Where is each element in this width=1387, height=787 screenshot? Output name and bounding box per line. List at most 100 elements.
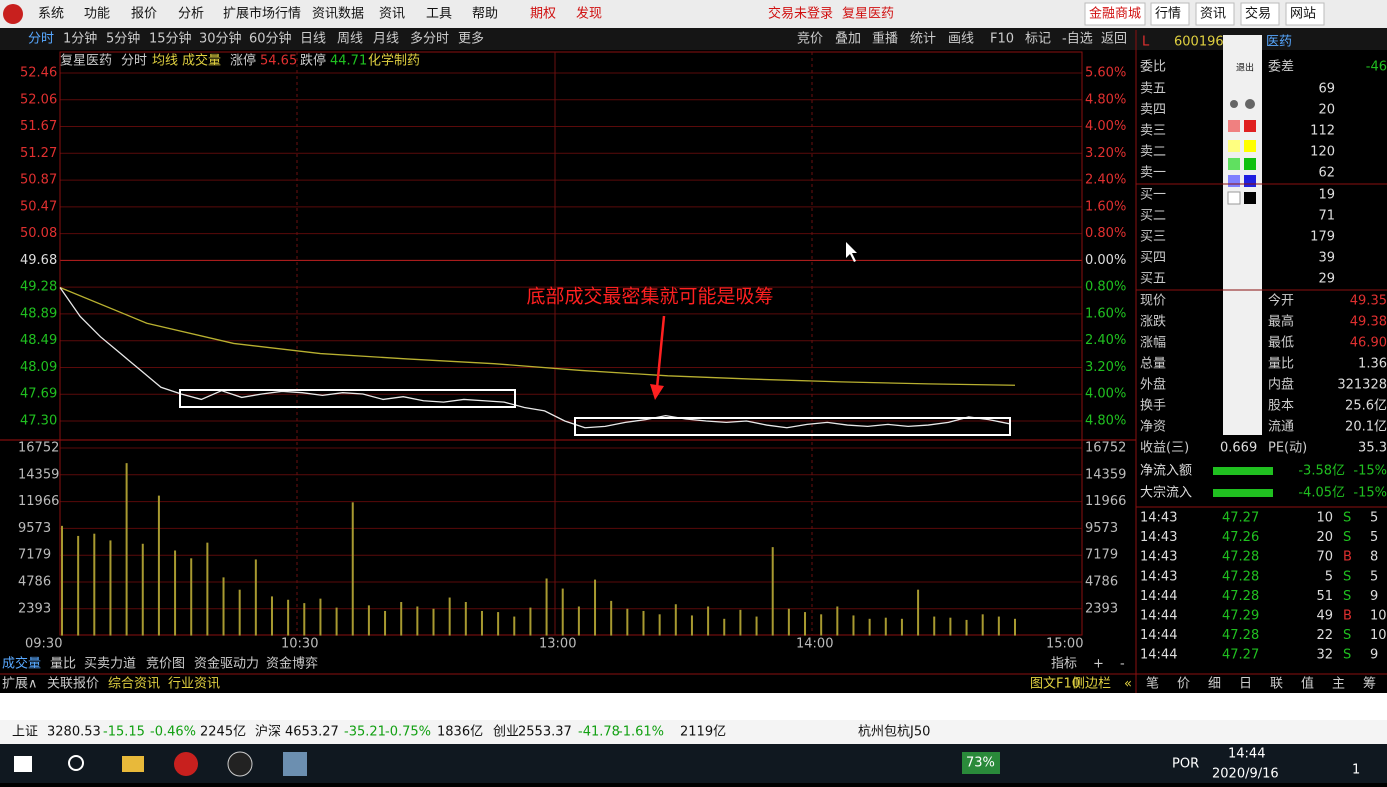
volume-bar bbox=[723, 618, 726, 636]
period-tab[interactable]: 分时 bbox=[28, 32, 54, 47]
period-tab[interactable]: 30分钟 bbox=[199, 31, 242, 47]
suffix: 医药 bbox=[1266, 35, 1292, 50]
info-tab[interactable]: 扩展∧ bbox=[2, 677, 38, 692]
menu-item[interactable]: 报价 bbox=[131, 7, 157, 22]
period-tab[interactable]: 多分时 bbox=[410, 31, 449, 47]
info-tab[interactable]: 关联报价 bbox=[47, 677, 99, 692]
menu-button[interactable]: 金融商城 bbox=[1089, 6, 1141, 22]
tick-price: 47.28 bbox=[1222, 550, 1259, 565]
side-tab[interactable]: « bbox=[1124, 677, 1132, 692]
stat-label: 外盘 bbox=[1140, 377, 1166, 393]
menu-item[interactable]: 分析 bbox=[178, 7, 204, 22]
tool-button[interactable]: 返回 bbox=[1101, 32, 1127, 47]
pct-tick: 0.80% bbox=[1085, 226, 1126, 241]
volume-bar bbox=[820, 614, 823, 636]
index-field: 2553.37 bbox=[518, 725, 572, 740]
volume-bar bbox=[416, 606, 419, 636]
menu-button[interactable]: 资讯 bbox=[1200, 7, 1226, 22]
bottom-tab[interactable]: 成交量 bbox=[2, 656, 41, 672]
volume-tick-right: 14359 bbox=[1085, 467, 1126, 482]
volume-bar bbox=[949, 617, 952, 636]
stat-label: 现价 bbox=[1140, 294, 1166, 309]
bottom-tool[interactable]: 指标 bbox=[1051, 657, 1077, 672]
menu-item[interactable]: 系统 bbox=[38, 7, 64, 22]
tool-button[interactable]: 画线 bbox=[948, 32, 974, 47]
menu-item[interactable]: 工具 bbox=[426, 7, 452, 22]
volume-bar bbox=[917, 589, 920, 636]
period-tab[interactable]: 60分钟 bbox=[249, 31, 292, 47]
tick-side: B bbox=[1343, 550, 1352, 565]
panel-tab[interactable]: 主 bbox=[1332, 677, 1345, 692]
tick-time: 14:44 bbox=[1140, 609, 1177, 624]
period-tab[interactable]: 更多 bbox=[458, 31, 484, 47]
volume-tick: 2393 bbox=[18, 601, 51, 616]
tool-button[interactable]: -自选 bbox=[1062, 32, 1093, 47]
weibi: 委比 bbox=[1140, 60, 1166, 75]
period-tab[interactable]: 5分钟 bbox=[106, 31, 140, 47]
volume-bar bbox=[577, 606, 580, 636]
menu-button[interactable]: 行情 bbox=[1155, 7, 1181, 22]
tool-button[interactable]: 叠加 bbox=[835, 32, 861, 47]
period-tab[interactable]: 月线 bbox=[373, 32, 399, 47]
panel-tab[interactable]: 细 bbox=[1208, 677, 1221, 692]
menu-button[interactable]: 交易 bbox=[1245, 6, 1271, 22]
login-status: 交易未登录 bbox=[768, 6, 833, 22]
period-tab[interactable]: 1分钟 bbox=[63, 31, 97, 47]
panel-tab[interactable]: 笔 bbox=[1146, 676, 1159, 692]
volume-tick: 16752 bbox=[18, 441, 59, 456]
panel-tab[interactable]: 筹 bbox=[1363, 676, 1376, 692]
menu-item[interactable]: 扩展市场行情 bbox=[223, 6, 301, 22]
info-tab[interactable]: 行业资讯 bbox=[168, 677, 220, 692]
volume-bar bbox=[61, 525, 63, 636]
price-tick: 47.30 bbox=[20, 414, 57, 429]
bottom-tool[interactable]: - bbox=[1120, 657, 1125, 672]
volume-bar bbox=[642, 610, 645, 636]
volume-bar bbox=[965, 619, 968, 636]
side-tab[interactable]: 侧边栏 bbox=[1072, 677, 1111, 692]
stat-label: 换手 bbox=[1140, 399, 1166, 414]
notification-badge: 1 bbox=[1352, 763, 1360, 778]
volume-tick-right: 16752 bbox=[1085, 441, 1126, 456]
time-label: 13:00 bbox=[539, 637, 576, 652]
menu-item[interactable]: 帮助 bbox=[472, 7, 498, 22]
period-tab[interactable]: 日线 bbox=[300, 32, 326, 47]
volume-bar bbox=[93, 533, 96, 636]
panel-tab[interactable]: 联 bbox=[1270, 677, 1283, 692]
bottom-tab[interactable]: 买卖力道 bbox=[84, 657, 136, 672]
tick-price: 47.27 bbox=[1222, 511, 1259, 526]
tool-button[interactable]: 竞价 bbox=[797, 31, 823, 47]
menu-button[interactable]: 网站 bbox=[1290, 7, 1316, 22]
tool-button[interactable]: 标记 bbox=[1025, 32, 1051, 47]
period-tab[interactable]: 周线 bbox=[337, 32, 363, 47]
tool-button[interactable]: 统计 bbox=[910, 32, 936, 47]
volume-bar bbox=[884, 617, 887, 636]
menu-special[interactable]: 发现 bbox=[576, 6, 602, 22]
menu-item[interactable]: 功能 bbox=[84, 7, 110, 22]
pct-tick: 1.60% bbox=[1085, 199, 1126, 214]
tool-button[interactable]: 重播 bbox=[872, 31, 898, 47]
flow-value: -4.05亿 bbox=[1298, 486, 1345, 501]
bottom-tab[interactable]: 量比 bbox=[50, 657, 76, 672]
period-tab[interactable]: 15分钟 bbox=[149, 31, 192, 47]
side-tab[interactable]: 图文F10 bbox=[1030, 677, 1080, 692]
panel-tab[interactable]: 日 bbox=[1239, 677, 1252, 692]
menu-special[interactable]: 期权 bbox=[530, 6, 556, 22]
bottom-tab[interactable]: 资金驱动力 bbox=[194, 656, 259, 672]
panel-tab[interactable]: 价 bbox=[1177, 677, 1190, 692]
bottom-tab[interactable]: 资金博弈 bbox=[266, 656, 318, 672]
volume-bar bbox=[1014, 618, 1016, 636]
info-tab[interactable]: 综合资讯 bbox=[108, 677, 160, 692]
bottom-tab[interactable]: 竞价图 bbox=[146, 656, 185, 672]
code: 600196 bbox=[1174, 35, 1224, 50]
draw-toolbar bbox=[1223, 35, 1262, 435]
info-down: 44.71 bbox=[330, 54, 367, 69]
volume-bar bbox=[287, 599, 290, 636]
arrow-head bbox=[650, 384, 664, 400]
menu-button-bg bbox=[1285, 2, 1325, 26]
bottom-tool[interactable]: + bbox=[1093, 657, 1104, 672]
menu-button-bg bbox=[1084, 2, 1146, 26]
panel-tab[interactable]: 值 bbox=[1301, 676, 1314, 692]
menu-item[interactable]: 资讯数据 bbox=[312, 7, 364, 22]
menu-item[interactable]: 资讯 bbox=[379, 7, 405, 22]
tool-button[interactable]: F10 bbox=[990, 32, 1014, 47]
